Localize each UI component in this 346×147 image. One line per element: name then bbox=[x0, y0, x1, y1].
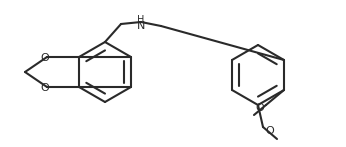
Text: O: O bbox=[255, 103, 264, 113]
Text: O: O bbox=[40, 83, 49, 93]
Text: O: O bbox=[265, 126, 274, 136]
Text: H: H bbox=[137, 15, 145, 25]
Text: N: N bbox=[137, 21, 145, 31]
Text: O: O bbox=[40, 53, 49, 63]
